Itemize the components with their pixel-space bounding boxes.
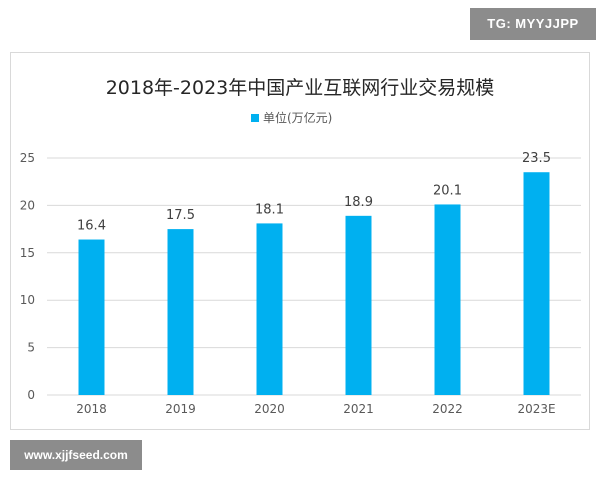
- bar: [167, 229, 194, 395]
- x-axis-ticks: 2018 2019 2020 2021 2022 2023E: [76, 402, 555, 416]
- y-tick-label: 15: [20, 246, 35, 260]
- watermark-bottom: www.xjjfseed.com: [10, 440, 142, 470]
- bar: [523, 172, 550, 395]
- bar: [345, 215, 372, 395]
- y-tick-label: 25: [20, 151, 35, 165]
- x-tick-label: 2019: [165, 402, 196, 416]
- legend-label: 单位(万亿元): [263, 110, 332, 125]
- y-tick-label: 10: [20, 293, 35, 307]
- bar: [78, 239, 105, 395]
- bar-value-label: 23.5: [522, 151, 551, 166]
- legend: 单位(万亿元): [251, 110, 332, 125]
- gridlines: [47, 157, 581, 396]
- x-tick-label: 2018: [76, 402, 107, 416]
- chart-frame: 2018年-2023年中国产业互联网行业交易规模 单位(万亿元) 0 5 10 15 2…: [10, 52, 590, 430]
- x-tick-label: 2022: [432, 402, 463, 416]
- bar-value-label: 16.4: [77, 219, 106, 234]
- x-tick-label: 2023E: [517, 402, 555, 416]
- legend-swatch: [251, 114, 259, 122]
- bars: [78, 172, 550, 395]
- bar-value-label: 20.1: [433, 183, 462, 198]
- y-axis-ticks: 0 5 10 15 20 25: [20, 151, 35, 402]
- y-tick-label: 20: [20, 198, 35, 212]
- bar: [434, 204, 461, 395]
- x-tick-label: 2020: [254, 402, 285, 416]
- bar-value-label: 17.5: [166, 208, 195, 223]
- bar: [256, 223, 283, 395]
- y-tick-label: 0: [27, 388, 35, 402]
- bar-labels: 16.4 17.5 18.1 18.9 20.1 23.5: [77, 151, 551, 233]
- bar-value-label: 18.9: [344, 195, 373, 210]
- chart-title: 2018年-2023年中国产业互联网行业交易规模: [106, 77, 495, 99]
- bar-chart: 2018年-2023年中国产业互联网行业交易规模 单位(万亿元) 0 5 10 15 2…: [20, 77, 581, 416]
- bar-value-label: 18.1: [255, 202, 284, 217]
- x-tick-label: 2021: [343, 402, 374, 416]
- y-tick-label: 5: [27, 341, 35, 355]
- watermark-top: TG: MYYJJPP: [470, 8, 596, 40]
